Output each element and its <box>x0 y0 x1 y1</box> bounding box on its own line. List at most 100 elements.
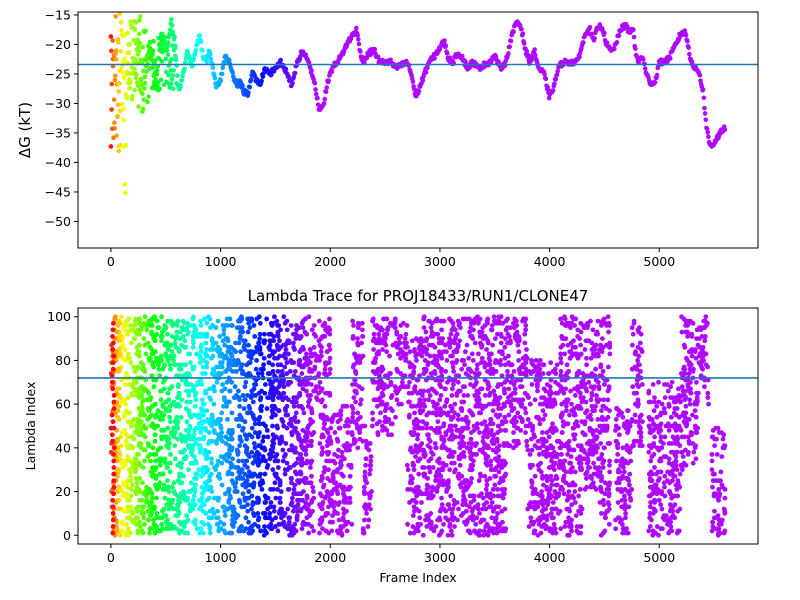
lambda-point <box>451 382 456 387</box>
lambda-point <box>283 347 289 352</box>
lambda-point <box>292 445 298 451</box>
lambda-point <box>204 320 210 326</box>
lambda-point <box>523 360 529 366</box>
dg-point <box>133 20 139 25</box>
lambda-point <box>226 362 232 368</box>
lambda-point <box>275 528 281 534</box>
lambda-point <box>364 480 370 486</box>
lambda-point <box>275 486 280 492</box>
lambda-point <box>281 511 287 516</box>
lambda-point <box>491 388 497 394</box>
lambda-point <box>486 355 492 361</box>
lambda-point <box>139 497 145 503</box>
lambda-point <box>204 331 210 337</box>
lambda-point <box>140 480 145 486</box>
lambda-point <box>437 517 443 523</box>
dg-point <box>416 88 422 94</box>
lambda-point <box>412 388 418 394</box>
lambda-point <box>265 395 271 400</box>
lambda-point <box>362 517 367 523</box>
lambda-point <box>191 364 197 370</box>
lambda-point <box>120 493 126 499</box>
lambda-point <box>362 491 367 497</box>
lambda-point <box>258 351 264 357</box>
dg-point <box>123 142 129 148</box>
lambda-point <box>140 465 146 470</box>
lambda-point <box>427 469 433 475</box>
lambda-point <box>135 504 141 510</box>
dg-point <box>169 77 175 82</box>
lambda-point <box>385 325 391 331</box>
lambda-point <box>165 390 171 396</box>
dg-point <box>132 27 138 32</box>
lambda-point <box>452 423 458 429</box>
lambda-point <box>186 393 192 398</box>
lambda-point <box>155 447 161 453</box>
lambda-point <box>201 412 207 418</box>
lambda-point <box>201 521 207 527</box>
lambda-point <box>345 430 351 435</box>
lambda-point <box>297 349 303 355</box>
lambda-point <box>201 434 207 440</box>
lambda-point <box>519 419 525 425</box>
dg-point <box>355 33 360 38</box>
dg-point <box>171 36 177 42</box>
lambda-point <box>312 366 317 372</box>
lambda-point <box>292 368 298 374</box>
lambda-point <box>452 401 458 407</box>
lambda-point <box>283 452 288 457</box>
lambda-point <box>261 366 266 372</box>
lambda-point <box>449 511 455 516</box>
lambda-point <box>327 355 333 361</box>
lambda-point <box>498 476 504 481</box>
lambda-point <box>329 502 335 508</box>
lambda-point <box>202 316 207 322</box>
dg-point <box>134 72 139 77</box>
lambda-point <box>213 421 219 427</box>
dg-point <box>193 48 199 53</box>
dg-point <box>312 80 318 86</box>
lambda-point <box>539 489 545 494</box>
lambda-point <box>495 511 500 516</box>
lambda-point <box>248 395 254 400</box>
lambda-point <box>468 456 474 462</box>
lambda-point <box>341 491 346 497</box>
lambda-point <box>133 388 139 394</box>
lambda-point <box>266 331 272 337</box>
lambda-point <box>154 526 160 532</box>
dg-point <box>130 56 136 61</box>
lambda-point <box>454 347 459 352</box>
lambda-point <box>192 502 198 508</box>
lambda-point <box>230 368 235 374</box>
lambda-point <box>282 471 288 477</box>
lambda-point <box>497 521 503 527</box>
lambda-point <box>435 331 441 337</box>
lambda-point <box>455 473 461 479</box>
lambda-point <box>489 432 495 438</box>
dg-point <box>136 44 141 50</box>
lambda-point <box>161 482 167 488</box>
lambda-point <box>439 502 445 508</box>
dg-point <box>129 71 134 76</box>
lambda-point <box>491 314 497 320</box>
lambda-point <box>490 441 496 446</box>
y-tick-label: −25 <box>45 66 71 81</box>
lambda-point <box>358 397 364 403</box>
lambda-point <box>235 360 241 366</box>
lambda-point <box>305 355 310 361</box>
lambda-point <box>128 473 134 479</box>
lambda-point <box>263 382 268 387</box>
lambda-point <box>142 458 147 464</box>
lambda-point <box>128 493 134 499</box>
lambda-point <box>267 347 273 352</box>
lambda-point <box>471 452 477 457</box>
lambda-point <box>347 447 352 453</box>
lambda-point <box>313 334 319 339</box>
lambda-point <box>254 358 259 363</box>
lambda-point <box>427 438 433 444</box>
lambda-point <box>137 524 143 529</box>
lambda-point <box>464 445 470 451</box>
lambda-point <box>382 419 388 425</box>
lambda-point <box>251 441 257 446</box>
lambda-point <box>237 443 242 449</box>
